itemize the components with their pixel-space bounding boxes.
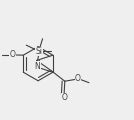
Text: Si: Si xyxy=(35,47,42,56)
Text: O: O xyxy=(75,75,81,84)
Text: O: O xyxy=(9,50,15,59)
Text: N: N xyxy=(35,62,40,71)
Text: O: O xyxy=(61,93,67,102)
